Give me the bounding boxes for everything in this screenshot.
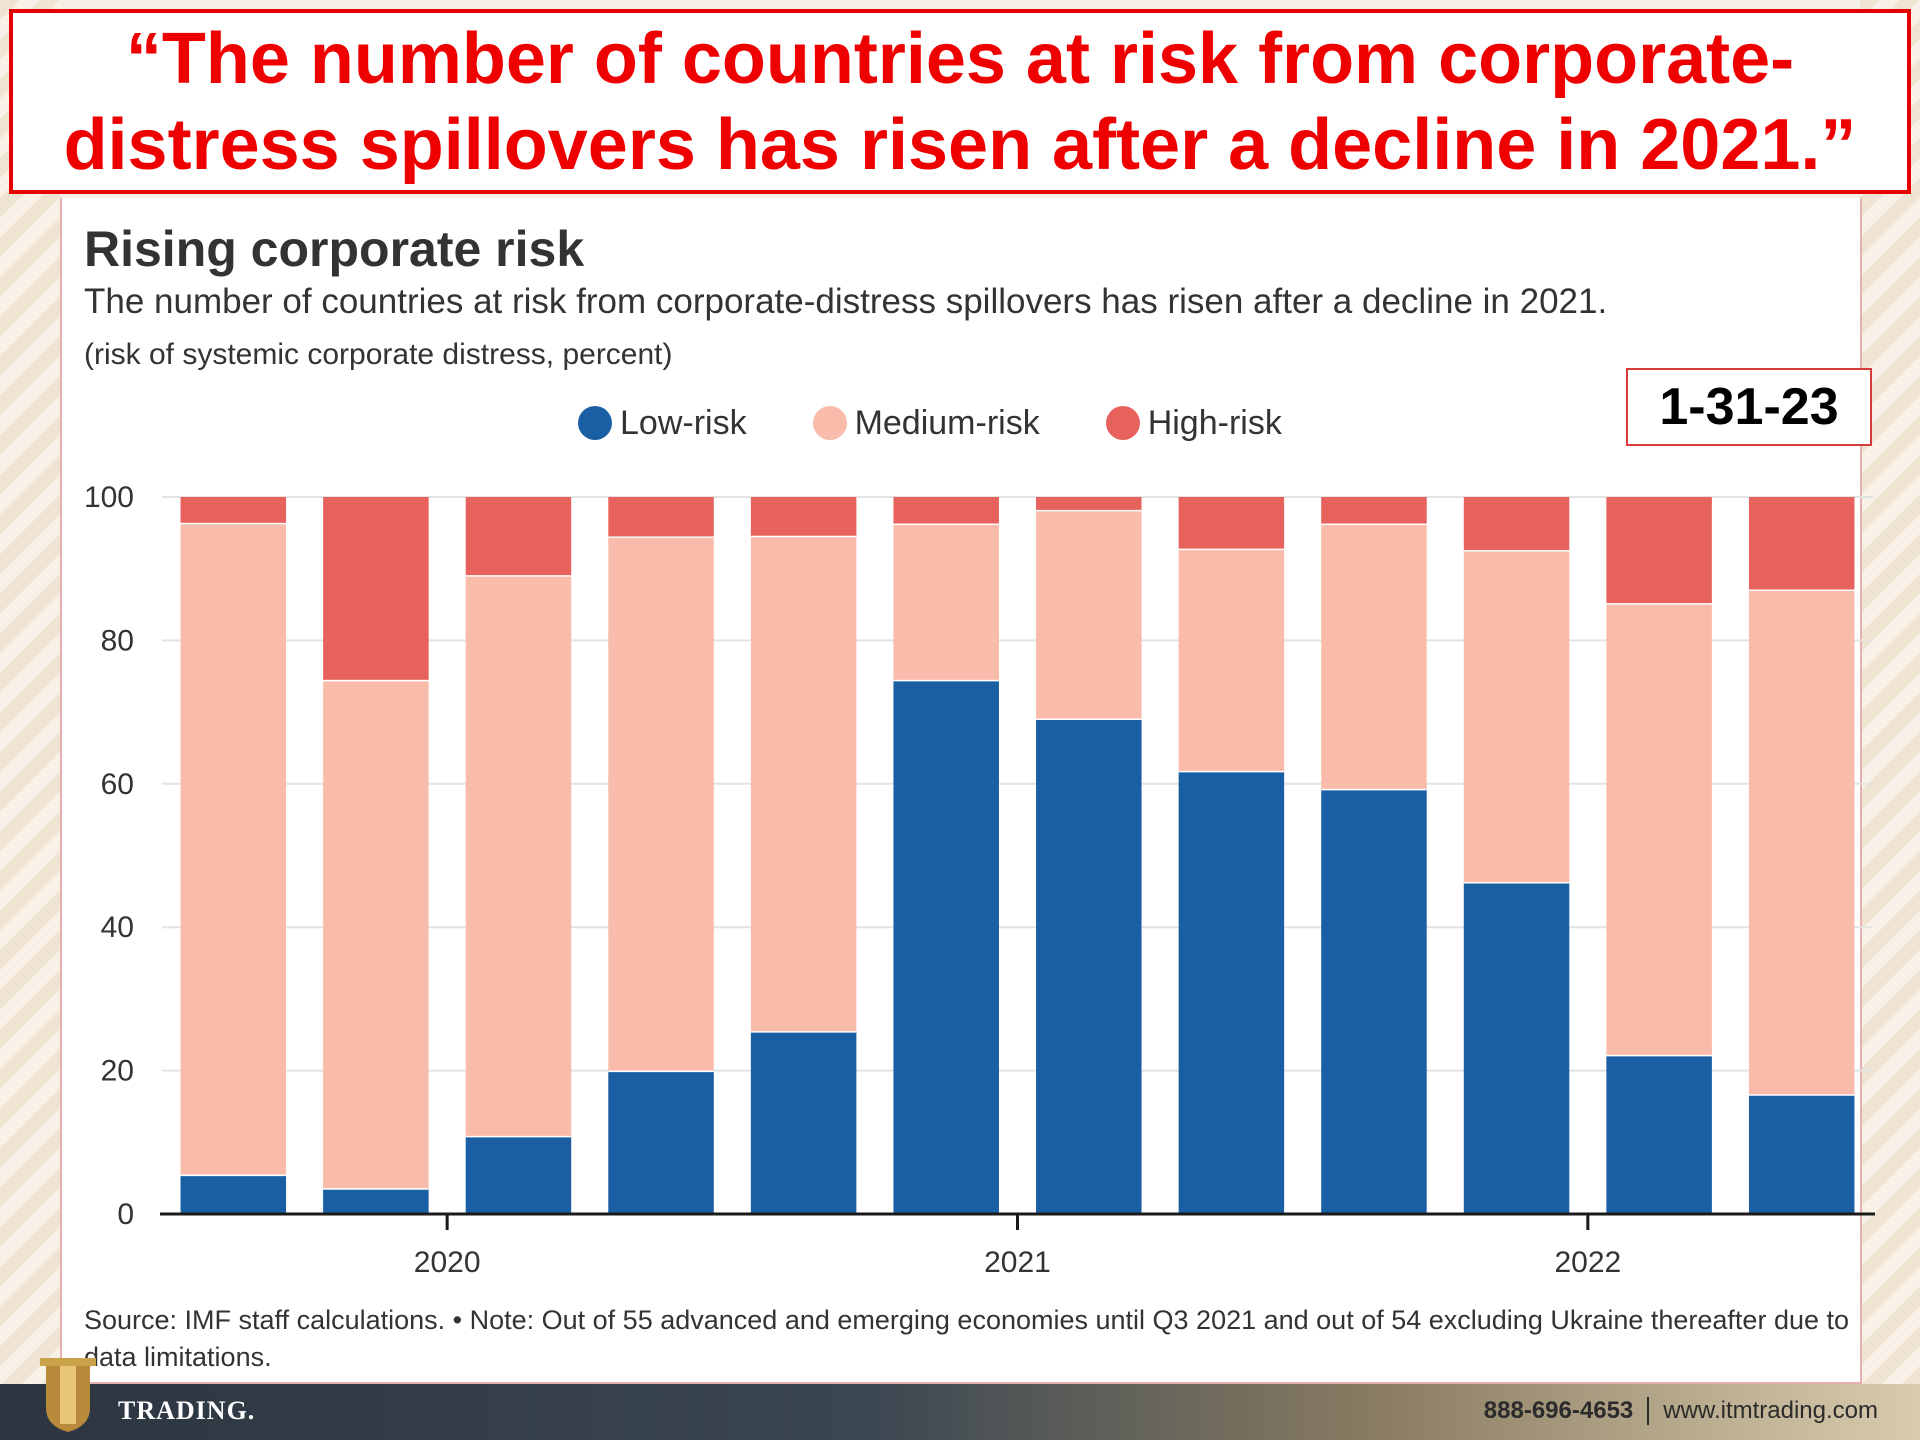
bar-high-risk-5: [750, 497, 857, 536]
legend-item-high-risk: High-risk: [1105, 403, 1282, 443]
headline-text: “The number of countries at risk from co…: [63, 18, 1857, 185]
legend-swatch-low-risk: [578, 406, 612, 440]
chart-legend: Low-risk Medium-risk High-risk: [578, 403, 1348, 443]
bar-medium-risk-8: [1178, 548, 1285, 771]
legend-swatch-medium-risk: [812, 406, 847, 440]
bar-low-risk-8: [1178, 770, 1285, 1214]
x-tick-label-2021: 2021: [984, 1246, 1051, 1279]
legend-label-medium-risk: Medium-risk: [854, 403, 1040, 442]
chart-subtitle: The number of countries at risk from cor…: [84, 282, 1608, 321]
y-tick-label-60: 60: [101, 768, 134, 801]
itm-logo-icon: [40, 1358, 96, 1432]
bar-low-risk-12: [1748, 1094, 1855, 1214]
footer-phone: 888-696-4653: [1483, 1397, 1634, 1424]
headline-box: “The number of countries at risk from co…: [9, 9, 1911, 194]
bar-medium-risk-11: [1606, 603, 1712, 1055]
date-badge: 1-31-23: [1626, 368, 1872, 446]
legend-item-low-risk: Low-risk: [578, 404, 747, 443]
bar-low-risk-2: [323, 1188, 429, 1214]
bar-high-risk-6: [893, 497, 999, 524]
bar-low-risk-4: [608, 1070, 714, 1214]
bar-high-risk-9: [1321, 497, 1427, 524]
bar-medium-risk-4: [608, 536, 714, 1071]
legend-item-medium-risk: Medium-risk: [812, 403, 1040, 443]
y-tick-label-100: 100: [84, 481, 134, 514]
bar-medium-risk-10: [1463, 550, 1570, 883]
legend-label-low-risk: Low-risk: [620, 403, 747, 442]
left-decorative-stripe: [0, 0, 60, 1440]
bar-medium-risk-3: [465, 575, 572, 1136]
x-tick-label-2022: 2022: [1554, 1246, 1621, 1279]
footer-logo-text: TRADING.: [118, 1396, 256, 1425]
source-note: Source: IMF staff calculations. • Note: …: [84, 1305, 1850, 1372]
footer-website-link[interactable]: www.itmtrading.com: [1663, 1397, 1878, 1424]
bar-medium-risk-5: [750, 535, 857, 1032]
bar-low-risk-1: [180, 1174, 287, 1214]
bar-low-risk-9: [1321, 788, 1427, 1214]
bar-low-risk-11: [1606, 1054, 1712, 1214]
bar-high-risk-7: [1036, 497, 1142, 510]
bar-low-risk-10: [1463, 882, 1570, 1214]
footer-bar: [0, 1384, 1920, 1440]
bar-medium-risk-2: [323, 679, 429, 1189]
footer-contact: 888-696-4653 www.itmtrading.com: [1484, 1397, 1878, 1425]
chart-title: Rising corporate risk: [84, 221, 585, 277]
bar-medium-risk-6: [893, 523, 999, 680]
bar-medium-risk-12: [1748, 589, 1855, 1095]
bar-low-risk-5: [750, 1031, 857, 1214]
x-tick-label-2020: 2020: [414, 1246, 481, 1279]
y-tick-label-20: 20: [101, 1055, 134, 1088]
y-tick-label-0: 0: [117, 1198, 134, 1231]
bar-high-risk-8: [1178, 497, 1285, 549]
bar-low-risk-6: [893, 679, 999, 1214]
bar-low-risk-3: [465, 1135, 572, 1214]
stacked-bar-chart: 0 20 40 60 80 100 2020 2021 2022: [84, 481, 1875, 1279]
bar-high-risk-10: [1463, 497, 1570, 551]
y-tick-label-80: 80: [101, 624, 134, 657]
bar-high-risk-11: [1606, 497, 1712, 604]
bar-high-risk-3: [465, 497, 572, 576]
y-tick-label-40: 40: [101, 911, 134, 944]
bar-high-risk-1: [180, 497, 287, 523]
bar-medium-risk-9: [1321, 523, 1427, 789]
legend-label-high-risk: High-risk: [1147, 403, 1282, 442]
chart-unit-label: (risk of systemic corporate distress, pe…: [84, 338, 673, 371]
bar-high-risk-2: [323, 497, 429, 680]
bar-low-risk-7: [1036, 718, 1142, 1214]
bar-medium-risk-1: [180, 522, 287, 1175]
legend-swatch-high-risk: [1105, 406, 1140, 440]
right-decorative-stripe: [1860, 0, 1920, 1440]
bar-high-risk-4: [608, 497, 714, 537]
bar-medium-risk-7: [1036, 509, 1142, 719]
footer-separator: [1647, 1397, 1650, 1425]
bar-high-risk-12: [1748, 497, 1855, 590]
